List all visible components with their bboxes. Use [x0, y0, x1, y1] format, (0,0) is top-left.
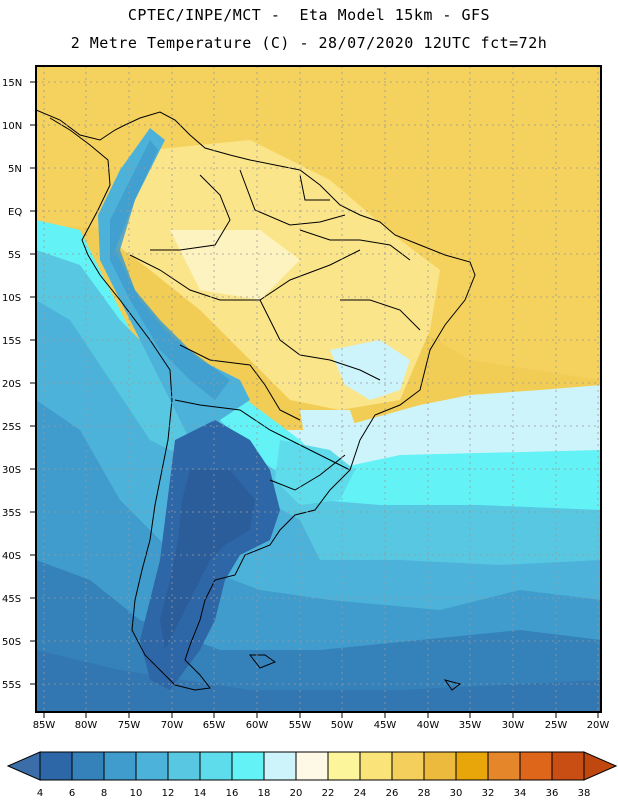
lat-label: EQ [8, 207, 22, 218]
lat-label: 5S [8, 250, 21, 261]
lon-label: 45W [374, 720, 397, 731]
colorbar-swatch [391, 751, 425, 781]
colorbar-swatch [135, 751, 169, 781]
colorbar-high-arrow [583, 751, 618, 781]
lat-label: 15N [2, 78, 22, 89]
colorbar-tick: 18 [258, 788, 271, 799]
colorbar-boxes [39, 751, 585, 781]
colorbar-tick: 16 [226, 788, 239, 799]
latitude-labels: 15N 10N 5N EQ 5S 10S 15S 20S 25S 30S 35S… [2, 78, 22, 691]
lat-label: 5N [8, 164, 22, 175]
lat-label: 35S [2, 508, 21, 519]
colorbar-swatch [455, 751, 489, 781]
colorbar-tick: 20 [290, 788, 303, 799]
colorbar-swatch [231, 751, 265, 781]
map-title-line-2: 2 Metre Temperature (C) - 28/07/2020 12U… [70, 34, 548, 52]
lon-label: 65W [203, 720, 226, 731]
colorbar-swatch [167, 751, 201, 781]
colorbar-swatch [71, 751, 105, 781]
colorbar-tick: 36 [546, 788, 559, 799]
colorbar-tick: 30 [450, 788, 463, 799]
lon-label: 55W [289, 720, 312, 731]
lon-label: 25W [545, 720, 568, 731]
colorbar-swatch [487, 751, 521, 781]
colorbar-swatch [39, 751, 73, 781]
map-title-line-1: CPTEC/INPE/MCT - Eta Model 15km - GFS [127, 6, 491, 24]
lat-label: 15S [2, 336, 21, 347]
colorbar-swatch [103, 751, 137, 781]
colorbar-labels: 4 6 8 10 12 14 16 18 20 22 24 26 28 30 3… [37, 788, 591, 799]
lat-label: 10N [2, 121, 22, 132]
colorbar-swatch [359, 751, 393, 781]
colorbar-tick: 14 [194, 788, 207, 799]
lon-label: 40W [417, 720, 440, 731]
lon-label: 85W [33, 720, 56, 731]
colorbar-swatch [519, 751, 553, 781]
colorbar-tick: 26 [386, 788, 399, 799]
colorbar-tick: 24 [354, 788, 367, 799]
colorbar-swatch [263, 751, 297, 781]
colorbar-tick: 4 [37, 788, 43, 799]
lon-label: 30W [502, 720, 525, 731]
colorbar-swatch [327, 751, 361, 781]
colorbar-swatch [551, 751, 585, 781]
axis-ticks [30, 81, 599, 718]
lon-label: 20W [587, 720, 610, 731]
colorbar-tick: 10 [130, 788, 143, 799]
lon-label: 50W [331, 720, 354, 731]
colorbar-swatch [199, 751, 233, 781]
lat-label: 10S [2, 293, 21, 304]
temperature-field [36, 66, 601, 712]
lon-label: 80W [75, 720, 98, 731]
colorbar: 4 6 8 10 12 14 16 18 20 22 24 26 28 30 3… [6, 751, 618, 799]
colorbar-swatch [295, 751, 329, 781]
lat-label: 25S [2, 422, 21, 433]
coastlines-and-borders [36, 109, 476, 691]
longitude-labels: 85W 80W 75W 70W 65W 60W 55W 50W 45W 40W … [33, 720, 610, 731]
colorbar-tick: 6 [69, 788, 75, 799]
lon-label: 70W [161, 720, 184, 731]
lat-label: 30S [2, 465, 21, 476]
colorbar-low-arrow [6, 751, 41, 781]
lat-label: 20S [2, 379, 21, 390]
map-frame [35, 65, 602, 713]
colorbar-tick: 12 [162, 788, 175, 799]
lon-label: 75W [118, 720, 141, 731]
colorbar-swatch [423, 751, 457, 781]
lat-lon-grid [36, 66, 601, 712]
colorbar-tick: 8 [101, 788, 107, 799]
colorbar-tick: 38 [578, 788, 591, 799]
colorbar-tick: 22 [322, 788, 335, 799]
lat-label: 50S [2, 637, 21, 648]
lat-label: 45S [2, 594, 21, 605]
colorbar-tick: 34 [514, 788, 527, 799]
lat-label: 55S [2, 680, 21, 691]
lon-label: 60W [246, 720, 269, 731]
lon-label: 35W [459, 720, 482, 731]
colorbar-tick: 32 [482, 788, 495, 799]
lat-label: 40S [2, 551, 21, 562]
colorbar-tick: 28 [418, 788, 431, 799]
